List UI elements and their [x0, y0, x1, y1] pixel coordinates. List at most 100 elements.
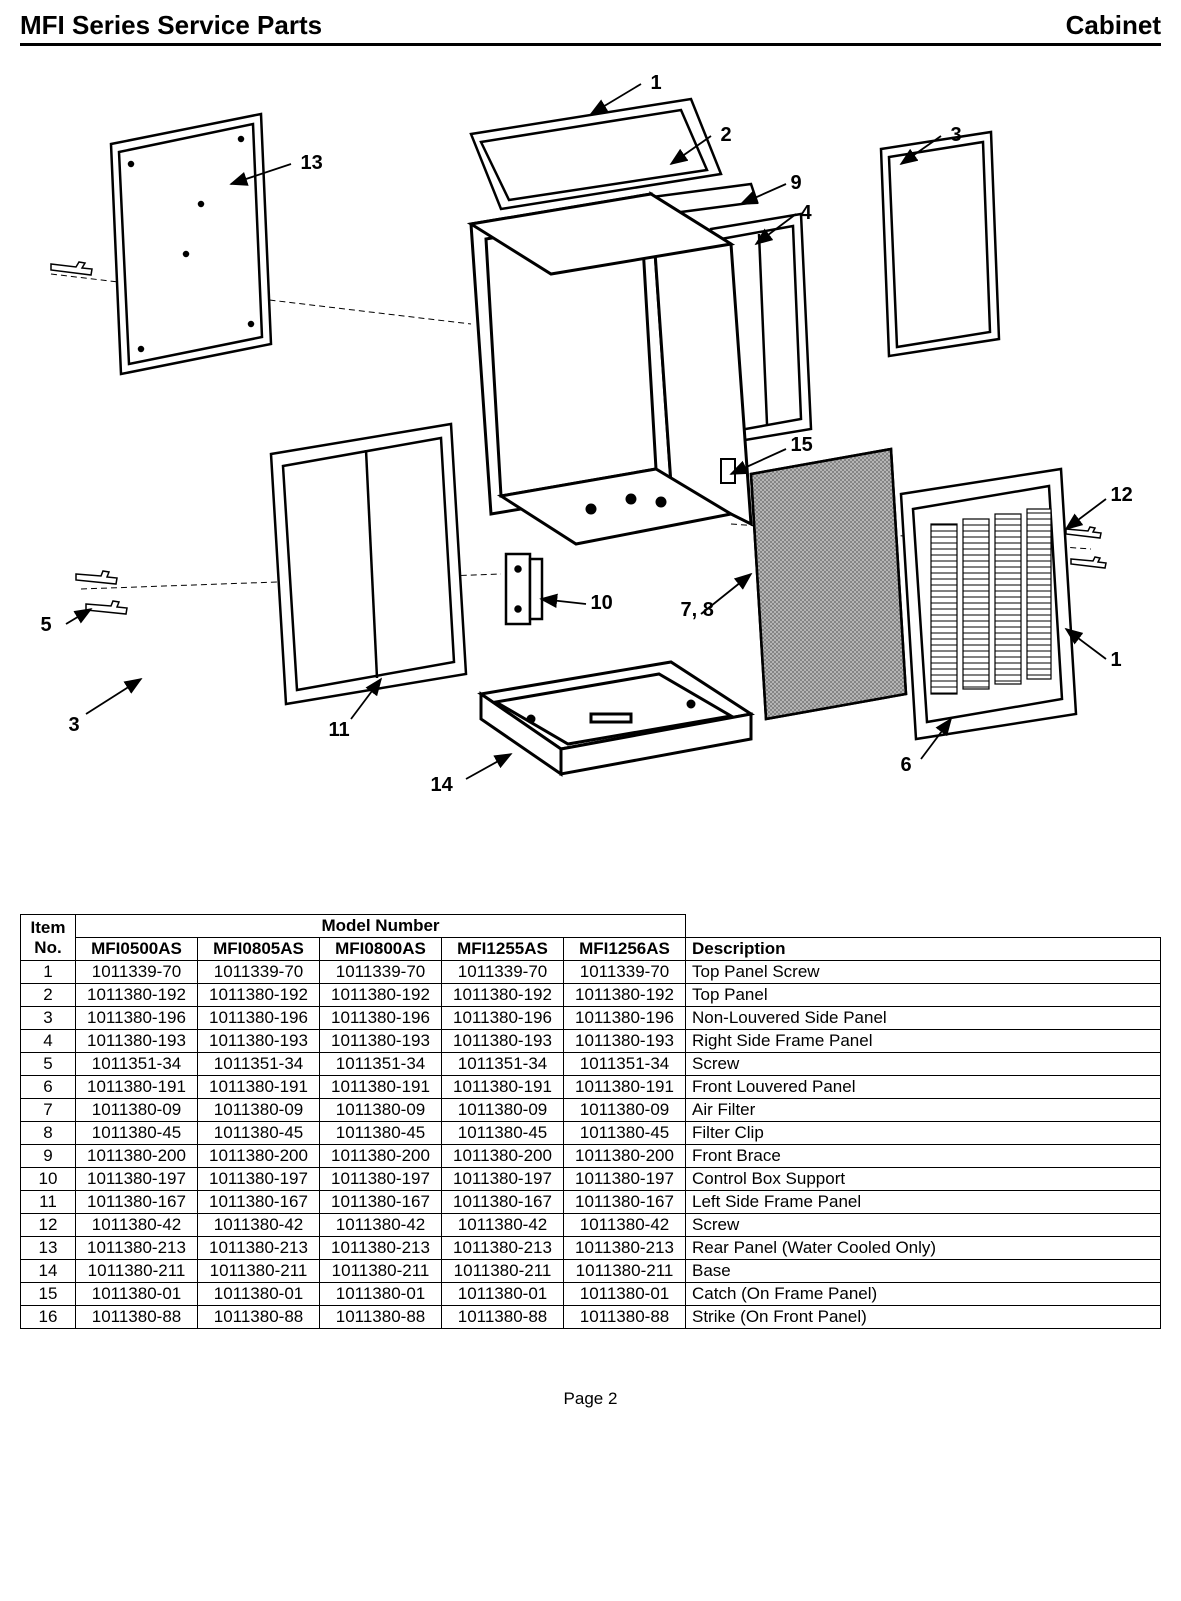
th-model-number: Model Number: [76, 915, 686, 938]
cell-part-number: 1011380-42: [564, 1214, 686, 1237]
cell-part-number: 1011380-88: [442, 1306, 564, 1329]
cell-part-number: 1011380-191: [198, 1076, 320, 1099]
table-row: 61011380-1911011380-1911011380-191101138…: [21, 1076, 1161, 1099]
table-row: 31011380-1961011380-1961011380-196101138…: [21, 1007, 1161, 1030]
table-row: 81011380-451011380-451011380-451011380-4…: [21, 1122, 1161, 1145]
table-row: 111011380-1671011380-1671011380-16710113…: [21, 1191, 1161, 1214]
th-model: MFI0500AS: [76, 938, 198, 961]
cell-part-number: 1011351-34: [442, 1053, 564, 1076]
cell-part-number: 1011380-192: [320, 984, 442, 1007]
cell-part-number: 1011351-34: [320, 1053, 442, 1076]
cell-description: Top Panel Screw: [686, 961, 1161, 984]
cell-part-number: 1011380-01: [76, 1283, 198, 1306]
cell-part-number: 1011380-42: [442, 1214, 564, 1237]
cell-part-number: 1011380-45: [320, 1122, 442, 1145]
callout-label: 1: [651, 72, 662, 95]
table-row: 161011380-881011380-881011380-881011380-…: [21, 1306, 1161, 1329]
cell-part-number: 1011339-70: [320, 961, 442, 984]
cell-part-number: 1011380-45: [198, 1122, 320, 1145]
cell-part-number: 1011380-192: [198, 984, 320, 1007]
exploded-diagram: 12313941512107, 851311614: [31, 54, 1151, 874]
cell-part-number: 1011380-09: [442, 1099, 564, 1122]
cell-item-no: 6: [21, 1076, 76, 1099]
table-row: 21011380-1921011380-1921011380-192101138…: [21, 984, 1161, 1007]
parts-table-body: 11011339-701011339-701011339-701011339-7…: [21, 961, 1161, 1329]
cell-part-number: 1011380-197: [442, 1168, 564, 1191]
th-model: MFI0805AS: [198, 938, 320, 961]
callout-label: 12: [1111, 484, 1133, 507]
cell-description: Non-Louvered Side Panel: [686, 1007, 1161, 1030]
cell-part-number: 1011339-70: [76, 961, 198, 984]
cell-part-number: 1011380-42: [320, 1214, 442, 1237]
cell-description: Base: [686, 1260, 1161, 1283]
cell-part-number: 1011380-09: [76, 1099, 198, 1122]
callout-label: 14: [431, 774, 453, 797]
callout-label: 3: [69, 714, 80, 737]
cell-part-number: 1011380-211: [198, 1260, 320, 1283]
cell-part-number: 1011380-197: [320, 1168, 442, 1191]
cell-part-number: 1011380-213: [564, 1237, 686, 1260]
cell-description: Screw: [686, 1053, 1161, 1076]
th-model: MFI1256AS: [564, 938, 686, 961]
cell-part-number: 1011380-200: [320, 1145, 442, 1168]
cell-item-no: 2: [21, 984, 76, 1007]
cell-part-number: 1011380-193: [442, 1030, 564, 1053]
callout-label: 15: [791, 434, 813, 457]
cell-item-no: 16: [21, 1306, 76, 1329]
cell-part-number: 1011380-211: [564, 1260, 686, 1283]
cell-description: Rear Panel (Water Cooled Only): [686, 1237, 1161, 1260]
cell-part-number: 1011380-167: [198, 1191, 320, 1214]
cell-part-number: 1011380-09: [564, 1099, 686, 1122]
cell-part-number: 1011380-191: [442, 1076, 564, 1099]
cell-item-no: 14: [21, 1260, 76, 1283]
cell-item-no: 7: [21, 1099, 76, 1122]
callout-label: 2: [721, 124, 732, 147]
table-row: 91011380-2001011380-2001011380-200101138…: [21, 1145, 1161, 1168]
cell-item-no: 13: [21, 1237, 76, 1260]
cell-description: Strike (On Front Panel): [686, 1306, 1161, 1329]
callout-label: 13: [301, 152, 323, 175]
cell-item-no: 8: [21, 1122, 76, 1145]
callout-label: 11: [329, 719, 350, 742]
cell-part-number: 1011380-192: [564, 984, 686, 1007]
cell-part-number: 1011380-88: [76, 1306, 198, 1329]
cell-part-number: 1011380-200: [76, 1145, 198, 1168]
cell-part-number: 1011380-200: [564, 1145, 686, 1168]
callout-label: 5: [41, 614, 52, 637]
cell-part-number: 1011380-197: [76, 1168, 198, 1191]
cell-description: Filter Clip: [686, 1122, 1161, 1145]
cell-part-number: 1011380-196: [320, 1007, 442, 1030]
parts-table-head: ItemNo.Model Number MFI0500ASMFI0805AS MF…: [21, 915, 1161, 961]
cell-part-number: 1011380-213: [198, 1237, 320, 1260]
cell-part-number: 1011380-88: [198, 1306, 320, 1329]
cell-part-number: 1011380-213: [76, 1237, 198, 1260]
callout-label: 3: [951, 124, 962, 147]
cell-part-number: 1011380-213: [442, 1237, 564, 1260]
header-title-right: Cabinet: [1066, 10, 1161, 41]
cell-part-number: 1011380-42: [76, 1214, 198, 1237]
cell-part-number: 1011380-193: [320, 1030, 442, 1053]
cell-part-number: 1011380-193: [76, 1030, 198, 1053]
cell-part-number: 1011380-01: [198, 1283, 320, 1306]
cell-item-no: 10: [21, 1168, 76, 1191]
th-item-no: ItemNo.: [21, 915, 76, 961]
cell-part-number: 1011380-88: [564, 1306, 686, 1329]
cell-part-number: 1011380-200: [198, 1145, 320, 1168]
cell-item-no: 11: [21, 1191, 76, 1214]
table-row: 141011380-2111011380-2111011380-21110113…: [21, 1260, 1161, 1283]
cell-part-number: 1011339-70: [442, 961, 564, 984]
cell-part-number: 1011380-211: [320, 1260, 442, 1283]
cell-part-number: 1011380-191: [76, 1076, 198, 1099]
table-row: 71011380-091011380-091011380-091011380-0…: [21, 1099, 1161, 1122]
page-footer: Page 2: [20, 1389, 1161, 1409]
cell-part-number: 1011380-42: [198, 1214, 320, 1237]
cell-part-number: 1011380-197: [198, 1168, 320, 1191]
cell-item-no: 15: [21, 1283, 76, 1306]
table-row: 151011380-011011380-011011380-011011380-…: [21, 1283, 1161, 1306]
table-row: 41011380-1931011380-1931011380-193101138…: [21, 1030, 1161, 1053]
cell-part-number: 1011380-191: [564, 1076, 686, 1099]
cell-item-no: 4: [21, 1030, 76, 1053]
cell-part-number: 1011380-196: [442, 1007, 564, 1030]
cell-part-number: 1011380-88: [320, 1306, 442, 1329]
cell-description: Front Louvered Panel: [686, 1076, 1161, 1099]
